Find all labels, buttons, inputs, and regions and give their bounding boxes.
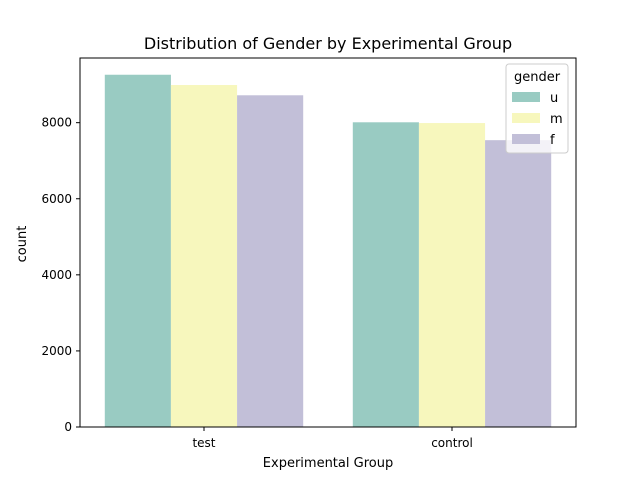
x-tick-label: control xyxy=(431,436,473,450)
legend-swatch-f xyxy=(512,134,540,144)
y-tick-label: 6000 xyxy=(41,192,72,206)
legend-title: gender xyxy=(514,70,561,85)
axes-layer: 0 2000 4000 6000 8000 test control xyxy=(41,57,577,450)
legend: gender umf xyxy=(505,63,569,154)
x-axis-title: Experimental Group xyxy=(263,456,393,471)
bar-test-u xyxy=(104,74,171,428)
legend-label-f: f xyxy=(550,133,555,148)
legend-label-u: u xyxy=(550,91,558,106)
y-tick-label: 2000 xyxy=(41,344,72,358)
legend-label-m: m xyxy=(550,112,563,127)
bar-test-m xyxy=(170,85,238,427)
bar-control-m xyxy=(418,123,486,428)
bars-layer xyxy=(104,74,552,428)
y-axis-title: count xyxy=(15,226,30,263)
x-tick-label: test xyxy=(192,436,215,450)
legend-items: umf xyxy=(512,91,563,148)
bar-test-f xyxy=(237,95,304,427)
y-tick-label: 8000 xyxy=(41,116,72,130)
plot-frame xyxy=(79,57,577,428)
bar-control-u xyxy=(352,122,419,427)
bar-control-f xyxy=(485,140,552,428)
y-tick-label: 4000 xyxy=(41,268,72,282)
legend-frame xyxy=(505,63,569,154)
legend-swatch-u xyxy=(512,92,540,102)
legend-swatch-m xyxy=(512,113,540,123)
chart-title: Distribution of Gender by Experimental G… xyxy=(144,34,512,53)
y-tick-label: 0 xyxy=(64,420,72,434)
